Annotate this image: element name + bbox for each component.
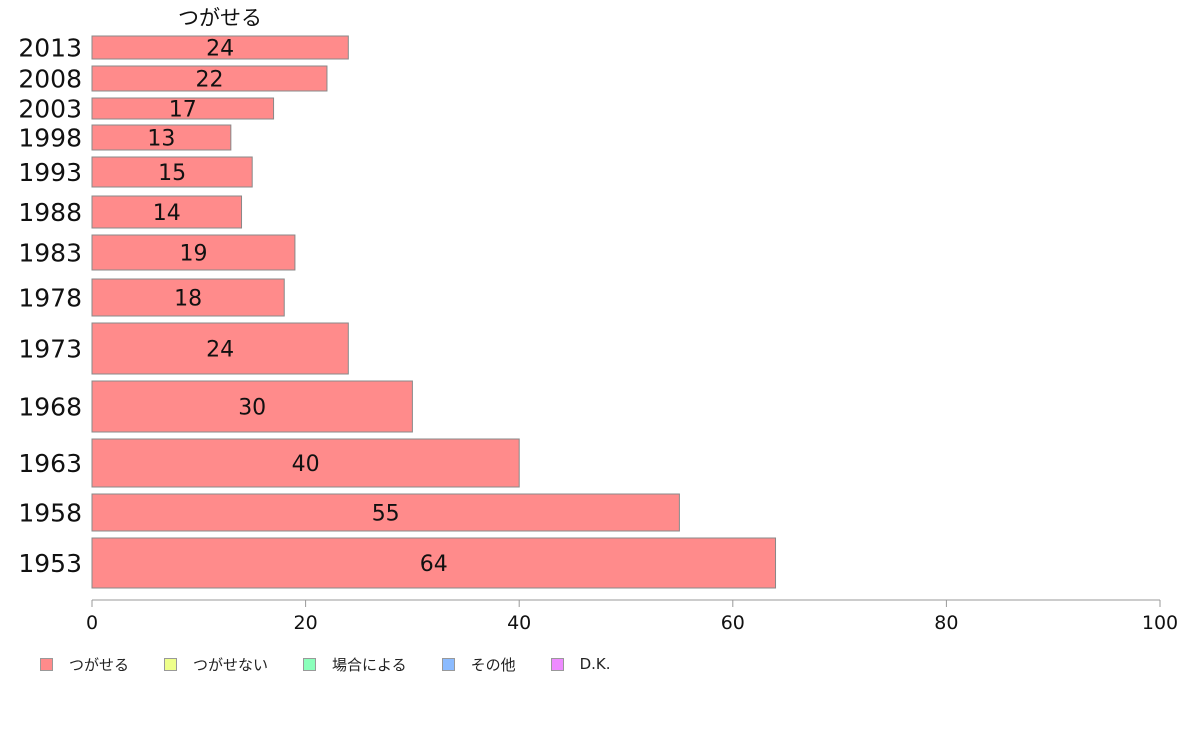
- legend-item-1: つがせない: [164, 654, 268, 675]
- bar-1993: [91, 156, 253, 188]
- y-tick-label-1998: 1998: [18, 124, 82, 153]
- bar-2008: [91, 65, 328, 92]
- bar-1978: [91, 278, 285, 317]
- bar-1983: [91, 234, 296, 271]
- bar-1988: [91, 195, 243, 229]
- y-tick-label-1958: 1958: [18, 499, 82, 528]
- legend-item-2: 場合による: [303, 654, 407, 675]
- data-label-1973: 24: [206, 338, 234, 363]
- legend-label: 場合による: [332, 655, 407, 674]
- bar-chart: つがせる 2013 24 2008 22 2003 17 1998 13 1993 15 1988 1…: [18, 6, 1178, 634]
- legend-swatch: [164, 657, 178, 671]
- x-tick-label-80: 80: [934, 612, 958, 634]
- bar-2003: [91, 97, 275, 120]
- y-tick-label-1978: 1978: [18, 284, 82, 313]
- data-label-1958: 55: [372, 502, 400, 527]
- y-tick-label-1983: 1983: [18, 239, 82, 268]
- legend-swatch: [303, 657, 317, 671]
- data-label-2003: 17: [169, 98, 197, 123]
- data-label-1953: 64: [420, 552, 448, 577]
- bar-1973: [91, 322, 349, 375]
- x-tick-label-40: 40: [507, 612, 531, 634]
- x-tick-label-100: 100: [1142, 612, 1178, 634]
- y-tick-label-1953: 1953: [18, 549, 82, 578]
- bar-2013: [91, 35, 349, 60]
- legend-swatch: [441, 657, 455, 671]
- bar-1958: [91, 493, 680, 532]
- data-label-1978: 18: [174, 287, 202, 312]
- bar-1963: [91, 438, 520, 488]
- data-label-1968: 30: [238, 396, 266, 421]
- legend: つがせる つがせない 場合による その他 D.K.: [40, 652, 646, 676]
- y-tick-label-2013: 2013: [18, 34, 82, 63]
- legend-label: つがせない: [193, 655, 269, 674]
- x-axis: 0 20 40 60 80 100: [86, 599, 1178, 634]
- legend-swatch: [40, 657, 53, 671]
- y-tick-label-2008: 2008: [18, 65, 82, 94]
- data-label-1998: 13: [147, 127, 175, 152]
- legend-label: D.K.: [579, 655, 611, 673]
- y-tick-label-1973: 1973: [18, 335, 82, 364]
- y-tick-label-1968: 1968: [18, 393, 82, 422]
- data-label-1993: 15: [158, 161, 186, 186]
- bars-layer: 2013 24 2008 22 2003 17 1998 13 1993 15 1988 14 1983…: [18, 34, 777, 589]
- y-tick-label-1963: 1963: [18, 449, 82, 478]
- data-label-1963: 40: [292, 452, 320, 477]
- legend-item-4: D.K.: [550, 655, 611, 673]
- data-label-2013: 24: [206, 37, 234, 62]
- data-label-2008: 22: [195, 68, 223, 93]
- data-label-1983: 19: [179, 242, 207, 267]
- y-tick-label-1988: 1988: [18, 198, 82, 227]
- data-label-1988: 14: [153, 201, 181, 226]
- y-tick-label-2003: 2003: [18, 95, 82, 124]
- x-tick-label-20: 20: [294, 612, 318, 634]
- bar-1968: [91, 380, 413, 433]
- legend-item-0: つがせる: [40, 654, 129, 675]
- y-tick-label-1993: 1993: [18, 158, 82, 187]
- legend-item-3: その他: [441, 654, 516, 675]
- x-tick-label-0: 0: [86, 612, 98, 634]
- bar-1953: [91, 537, 777, 589]
- legend-label: つがせる: [69, 655, 130, 674]
- series-column-header: つがせる: [178, 6, 262, 30]
- bar-1998: [91, 124, 232, 151]
- legend-swatch: [550, 657, 564, 671]
- legend-label: その他: [470, 655, 516, 674]
- x-tick-label-60: 60: [721, 612, 745, 634]
